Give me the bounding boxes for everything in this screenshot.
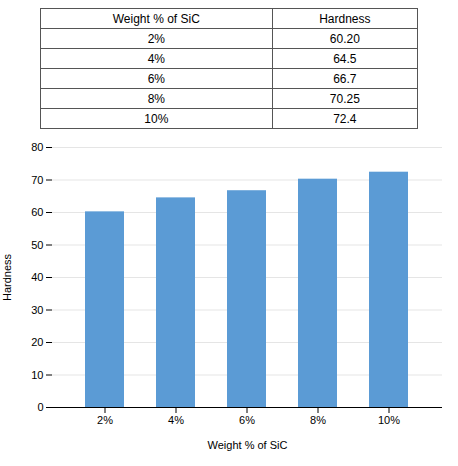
html-text:Weight % of SiC: Weight % of SiC	[112, 11, 200, 26]
svg-text:40: 40	[31, 271, 43, 283]
html-text:72.4: 72.4	[333, 111, 357, 126]
html-text:60.20: 60.20	[329, 31, 360, 46]
html-text:Hardness: Hardness	[319, 11, 371, 26]
html-text:10%: 10%	[144, 111, 169, 126]
html-text:2%: 2%	[147, 31, 165, 46]
svg-text:10: 10	[31, 369, 43, 381]
html-text:66.7: 66.7	[333, 71, 357, 86]
html-text:6%: 6%	[147, 71, 165, 86]
svg-text:8%: 8%	[310, 414, 326, 426]
svg-text:80: 80	[31, 141, 43, 153]
svg-text:2%: 2%	[97, 414, 113, 426]
svg-text:Hardness: Hardness	[1, 253, 13, 301]
svg-text:0: 0	[37, 401, 43, 413]
svg-text:20: 20	[31, 336, 43, 348]
html-text:70.25: 70.25	[329, 91, 360, 106]
svg-text:30: 30	[31, 304, 43, 316]
svg-text:Weight % of SiC: Weight % of SiC	[208, 439, 288, 451]
svg-text:50: 50	[31, 239, 43, 251]
svg-text:10%: 10%	[378, 414, 400, 426]
svg-text:60: 60	[31, 206, 43, 218]
html-text:64.5: 64.5	[333, 51, 357, 66]
svg-text:6%: 6%	[239, 414, 255, 426]
svg-text:70: 70	[31, 174, 43, 186]
html-text:4%: 4%	[147, 51, 165, 66]
html-text:8%: 8%	[147, 91, 165, 106]
svg-text:4%: 4%	[168, 414, 184, 426]
